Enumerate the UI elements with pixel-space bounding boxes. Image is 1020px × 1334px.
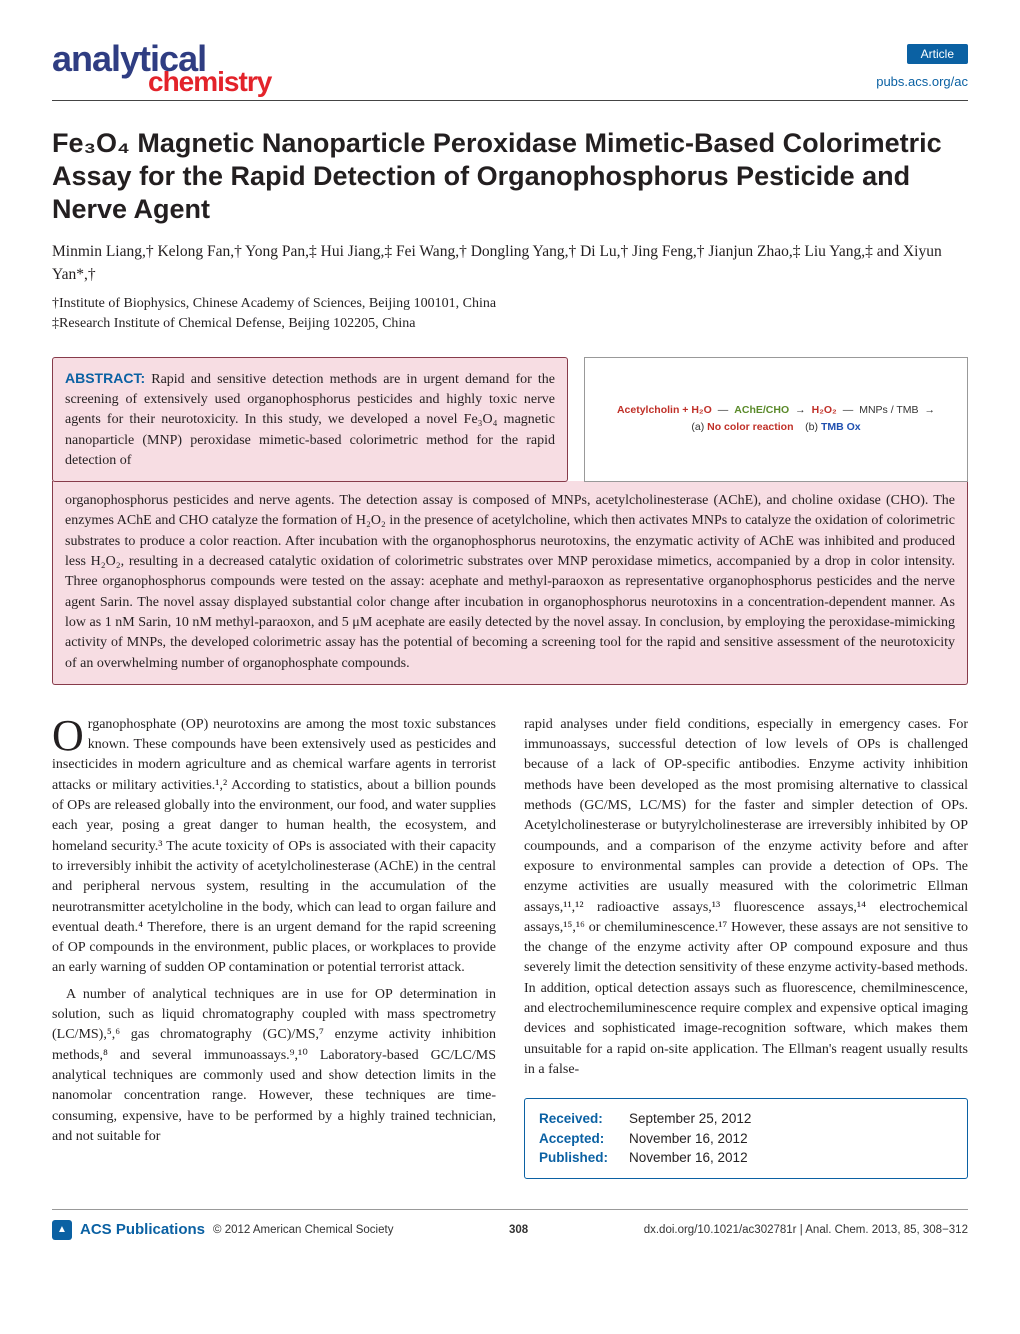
author-list: Minmin Liang,† Kelong Fan,† Yong Pan,‡ H…	[52, 240, 968, 287]
fig-tmb-ox: TMB Ox	[821, 421, 861, 433]
fig-no-color: No color reaction	[707, 421, 793, 433]
column-left: O rganophosphate (OP) neurotoxins are am…	[52, 715, 496, 1179]
received-label: Received:	[539, 1109, 629, 1129]
published-label: Published:	[539, 1148, 629, 1168]
fig-h2o2-label: H₂O₂	[812, 404, 837, 418]
column-right: rapid analyses under field conditions, e…	[524, 715, 968, 1179]
fig-left-label: Acetylcholin + H₂O	[617, 404, 712, 418]
acs-logo-icon: ▲	[52, 1220, 72, 1240]
footer-citation: dx.doi.org/10.1021/ac302781r | Anal. Che…	[644, 1224, 968, 1236]
accepted-label: Accepted:	[539, 1129, 629, 1149]
fig-enzyme-label: AChE/CHO	[734, 404, 789, 418]
article-type-badge: Article	[907, 44, 968, 64]
fig-mnps-label: MNPs / TMB	[859, 404, 918, 418]
accepted-date: November 16, 2012	[629, 1129, 748, 1149]
abstract-leftbox: ABSTRACT: Rapid and sensitive detection …	[52, 357, 568, 482]
fig-branch-a: (a)	[691, 421, 704, 433]
affiliations: †Institute of Biophysics, Chinese Academ…	[52, 294, 968, 335]
toc-graphic: Acetylcholin + H₂O — AChE/CHO → H₂O₂ — M…	[584, 357, 968, 482]
journal-logo: analytical chemistry	[52, 44, 271, 94]
published-date: November 16, 2012	[629, 1148, 748, 1168]
dates-box: Received: September 25, 2012 Accepted: N…	[524, 1098, 968, 1179]
dropcap: O	[52, 715, 88, 754]
page-footer: ▲ ACS Publications © 2012 American Chemi…	[52, 1209, 968, 1240]
fig-branch-b: (b)	[805, 421, 818, 433]
pubs-link[interactable]: pubs.acs.org/ac	[876, 74, 968, 89]
abstract-belowbox: organophosphorus pesticides and nerve ag…	[52, 481, 968, 685]
affiliation-2: ‡Research Institute of Chemical Defense,…	[52, 314, 968, 334]
body-col1-p2: A number of analytical techniques are in…	[52, 985, 496, 1147]
article-title: Fe₃O₄ Magnetic Nanoparticle Peroxidase M…	[52, 127, 968, 226]
abstract-text-top: Rapid and sensitive detection methods ar…	[65, 372, 555, 468]
abstract-block: ABSTRACT: Rapid and sensitive detection …	[52, 357, 968, 685]
body-col1-p1: rganophosphate (OP) neurotoxins are amon…	[52, 717, 496, 976]
journal-header: analytical chemistry Article pubs.acs.or…	[52, 44, 968, 101]
affiliation-1: †Institute of Biophysics, Chinese Academ…	[52, 294, 968, 314]
received-date: September 25, 2012	[629, 1109, 751, 1129]
body-col2-p1: rapid analyses under field conditions, e…	[524, 715, 968, 1080]
acs-publications-label: ACS Publications	[80, 1221, 205, 1238]
article-body: O rganophosphate (OP) neurotoxins are am…	[52, 715, 968, 1179]
page-number: 308	[509, 1224, 528, 1236]
copyright-text: © 2012 American Chemical Society	[213, 1224, 393, 1236]
logo-chemistry-text: chemistry	[148, 70, 271, 94]
abstract-label: ABSTRACT:	[65, 370, 145, 386]
